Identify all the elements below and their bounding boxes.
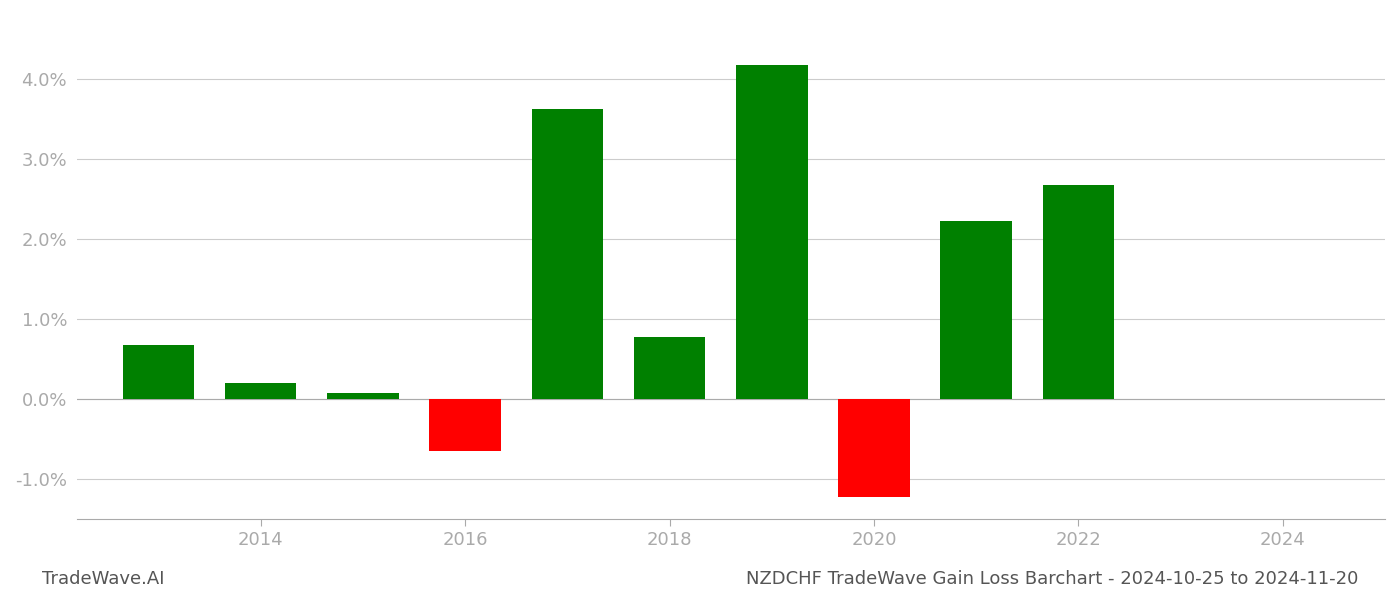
Text: TradeWave.AI: TradeWave.AI	[42, 570, 165, 588]
Bar	[634, 337, 706, 399]
Bar	[430, 399, 501, 451]
Bar	[941, 221, 1012, 399]
Bar	[225, 383, 297, 399]
Bar	[123, 345, 195, 399]
Bar	[736, 65, 808, 399]
Bar	[328, 393, 399, 399]
Text: NZDCHF TradeWave Gain Loss Barchart - 2024-10-25 to 2024-11-20: NZDCHF TradeWave Gain Loss Barchart - 20…	[746, 570, 1358, 588]
Bar	[532, 109, 603, 399]
Bar	[1043, 185, 1114, 399]
Bar	[839, 399, 910, 497]
